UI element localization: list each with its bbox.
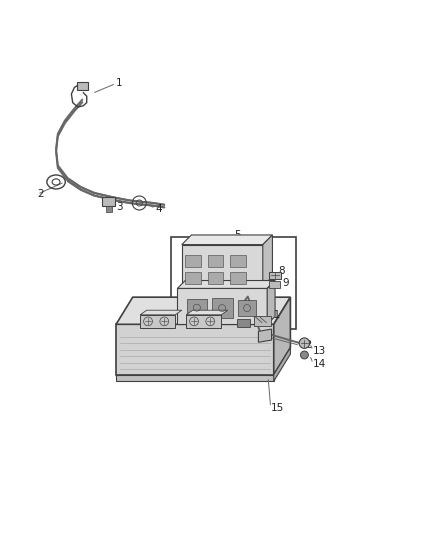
Bar bbox=[269, 281, 280, 287]
Text: 4: 4 bbox=[155, 204, 162, 214]
Circle shape bbox=[299, 338, 310, 349]
Text: 14: 14 bbox=[313, 359, 326, 369]
Bar bbox=[212, 298, 233, 318]
Text: 11: 11 bbox=[268, 310, 281, 320]
Text: 10: 10 bbox=[250, 310, 263, 320]
Polygon shape bbox=[186, 310, 228, 315]
Bar bbox=[185, 272, 201, 285]
Bar bbox=[140, 315, 175, 328]
Polygon shape bbox=[182, 235, 272, 245]
Bar bbox=[187, 299, 207, 317]
Text: 2: 2 bbox=[37, 189, 44, 199]
Bar bbox=[208, 255, 223, 267]
Text: 5: 5 bbox=[234, 230, 241, 240]
Circle shape bbox=[300, 351, 308, 359]
Bar bbox=[177, 288, 267, 324]
Bar bbox=[102, 197, 115, 206]
Text: 1: 1 bbox=[116, 78, 123, 88]
Polygon shape bbox=[274, 348, 290, 381]
Bar bbox=[182, 245, 263, 286]
Bar bbox=[238, 300, 256, 317]
Text: 3: 3 bbox=[116, 203, 123, 212]
Bar bbox=[77, 82, 88, 90]
Bar bbox=[116, 375, 274, 381]
Polygon shape bbox=[116, 297, 290, 324]
Bar bbox=[230, 272, 246, 285]
Text: 12: 12 bbox=[300, 341, 313, 350]
Bar bbox=[106, 206, 112, 212]
Text: 8: 8 bbox=[278, 266, 285, 276]
Bar bbox=[186, 315, 221, 328]
Text: 13: 13 bbox=[313, 345, 326, 356]
Polygon shape bbox=[177, 280, 275, 288]
Text: 7: 7 bbox=[177, 297, 184, 308]
Bar bbox=[185, 255, 201, 267]
Bar bbox=[230, 255, 246, 267]
Text: 6: 6 bbox=[230, 259, 237, 269]
Bar bbox=[171, 237, 296, 329]
Bar bbox=[269, 272, 281, 279]
Bar bbox=[208, 272, 223, 285]
Polygon shape bbox=[263, 235, 272, 286]
Polygon shape bbox=[267, 280, 275, 324]
Polygon shape bbox=[116, 324, 274, 375]
Bar bbox=[237, 319, 250, 327]
Text: 15: 15 bbox=[271, 402, 284, 413]
Polygon shape bbox=[274, 297, 290, 375]
Bar bbox=[254, 316, 271, 326]
Text: 9: 9 bbox=[283, 278, 289, 288]
Polygon shape bbox=[140, 310, 182, 315]
Polygon shape bbox=[258, 329, 272, 342]
